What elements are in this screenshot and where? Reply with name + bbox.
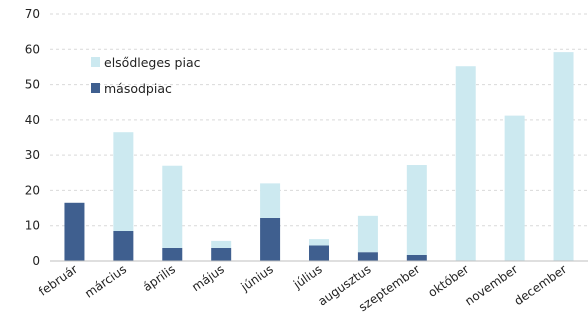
legend-swatch	[91, 57, 100, 67]
bar-segment	[406, 165, 427, 256]
bar-segment	[113, 231, 134, 261]
x-tick-label: június	[238, 262, 276, 295]
y-tick-label: 50	[25, 78, 40, 92]
x-tick-label: április	[140, 262, 178, 294]
x-tick-label: december	[512, 262, 570, 308]
legend-swatch	[91, 83, 100, 93]
bar-segment	[357, 252, 378, 261]
bar-segment	[309, 245, 329, 261]
x-tick-label: november	[462, 262, 520, 309]
x-tick-label: március	[82, 262, 129, 301]
bars	[64, 52, 574, 262]
y-axis: 0 10 20 30 40 50 60 70	[25, 7, 40, 268]
x-tick-label: július	[290, 262, 325, 292]
legend-label: másodpiac	[104, 81, 172, 96]
legend-label: elsődleges piac	[104, 55, 201, 70]
y-tick-label: 70	[25, 7, 40, 21]
bar-segment	[211, 247, 232, 261]
bar-segment	[211, 240, 232, 248]
x-tick-label: február	[36, 262, 80, 299]
bar-segment	[260, 183, 281, 218]
bar-segment	[455, 66, 476, 261]
bar-segment	[553, 52, 574, 262]
y-tick-label: 30	[25, 148, 40, 162]
legend: elsődleges piac másodpiac	[91, 55, 201, 96]
y-tick-label: 40	[25, 113, 40, 127]
bar-segment	[357, 215, 378, 253]
x-axis: február március április május június júliusau…	[36, 260, 588, 314]
bar-segment	[64, 202, 85, 261]
bar-segment	[162, 247, 183, 261]
y-tick-label: 60	[25, 42, 40, 56]
bar-segment	[260, 217, 281, 261]
y-tick-label: 0	[32, 254, 40, 268]
y-tick-label: 10	[25, 219, 40, 233]
bar-segment	[309, 239, 329, 246]
x-tick-label: május	[189, 262, 227, 294]
bar-segment	[162, 165, 183, 248]
bar-segment	[406, 255, 427, 261]
bar-segment	[504, 115, 525, 261]
bar-segment	[113, 132, 134, 232]
y-tick-label: 20	[25, 183, 40, 197]
